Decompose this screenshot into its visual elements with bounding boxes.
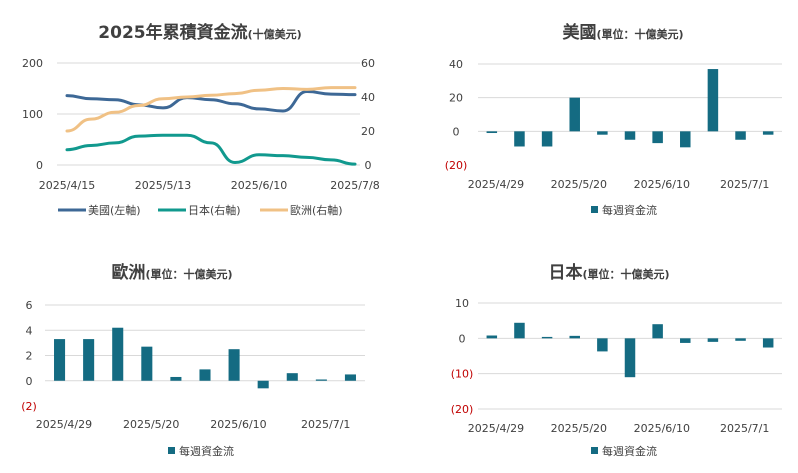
svg-text:歐洲(單位：十億美元): 歐洲(單位：十億美元) xyxy=(111,262,232,283)
svg-text:日本(單位：十億美元): 日本(單位：十億美元) xyxy=(548,262,669,283)
bar xyxy=(83,339,95,381)
left-axis-tick: 200 xyxy=(22,57,43,70)
legend-label: 歐洲(右軸) xyxy=(290,203,343,217)
left-axis-tick: 100 xyxy=(22,108,43,121)
bar xyxy=(735,131,746,140)
svg-text:美國(單位：十億美元): 美國(單位：十億美元) xyxy=(562,22,683,43)
legend-label: 日本(右軸) xyxy=(188,203,241,217)
bar xyxy=(735,338,746,341)
y-axis-tick: 40 xyxy=(449,58,463,71)
y-axis-tick: 4 xyxy=(26,324,33,337)
x-axis-tick: 2025/6/10 xyxy=(634,178,690,191)
bar xyxy=(569,97,580,132)
y-axis-tick: 2 xyxy=(26,350,33,363)
legend-label: 每週資金流 xyxy=(602,203,657,217)
chart-title: 歐洲(單位：十億美元) xyxy=(111,262,232,283)
bar xyxy=(707,338,719,342)
y-axis-tick: (20) xyxy=(445,159,468,172)
chart-title-main: 2025年累積資金流 xyxy=(98,22,247,43)
x-axis-tick: 2025/6/10 xyxy=(634,422,690,435)
y-axis-tick: 0 xyxy=(26,375,33,388)
bar xyxy=(315,379,327,381)
bar xyxy=(597,131,608,135)
bar xyxy=(170,376,182,381)
left-axis-tick: 0 xyxy=(36,159,43,172)
y-axis-tick: 0 xyxy=(459,332,466,345)
legend-swatch xyxy=(591,206,598,213)
right-axis-tick: 20 xyxy=(361,125,375,138)
bar xyxy=(680,131,691,148)
y-axis-tick: (2) xyxy=(21,400,37,413)
bar xyxy=(257,380,269,389)
series-line xyxy=(65,133,357,166)
bar xyxy=(652,324,663,339)
chart-title-unit: (單位：十億美元) xyxy=(582,267,669,281)
bar xyxy=(762,131,774,135)
bar xyxy=(199,369,211,381)
bar xyxy=(344,374,356,381)
legend-swatch xyxy=(168,447,175,454)
x-axis-tick: 2025/4/29 xyxy=(468,178,524,191)
chart-title-unit: (單位：十億美元) xyxy=(596,27,683,41)
bar xyxy=(54,339,66,381)
y-axis-tick: 20 xyxy=(449,92,463,105)
x-axis-tick: 2025/7/1 xyxy=(720,178,769,191)
right-axis-tick: 40 xyxy=(361,91,375,104)
bar xyxy=(112,327,124,381)
y-axis-tick: (10) xyxy=(451,368,474,381)
bar xyxy=(514,322,525,339)
x-axis-tick: 2025/6/10 xyxy=(231,179,287,192)
chart-title-unit: (十億美元) xyxy=(248,27,302,41)
bar xyxy=(541,131,553,147)
x-axis-tick: 2025/5/13 xyxy=(135,179,191,192)
x-axis-tick: 2025/6/10 xyxy=(210,418,266,431)
bar xyxy=(652,131,663,144)
bar xyxy=(286,373,298,381)
legend-label: 美國(左軸) xyxy=(88,203,141,217)
bar xyxy=(624,338,636,378)
x-axis-tick: 2025/7/8 xyxy=(330,179,379,192)
bar xyxy=(486,335,498,339)
chart-title-main: 日本 xyxy=(548,262,582,283)
y-axis-tick: 10 xyxy=(455,297,469,310)
x-axis-tick: 2025/5/20 xyxy=(123,418,179,431)
chart-title-main: 歐洲 xyxy=(111,262,145,283)
y-axis-tick: 6 xyxy=(26,299,33,312)
series-line xyxy=(65,90,357,113)
chart-title-unit: (單位：十億美元) xyxy=(145,267,232,281)
legend-swatch xyxy=(591,447,598,454)
bar xyxy=(141,346,153,381)
bar xyxy=(514,131,525,147)
x-axis-tick: 2025/4/15 xyxy=(39,179,95,192)
x-axis-tick: 2025/7/1 xyxy=(720,422,769,435)
y-axis-tick: (20) xyxy=(451,403,474,416)
bar xyxy=(597,338,608,352)
bar xyxy=(707,69,719,132)
chart-title-main: 美國 xyxy=(562,22,596,43)
legend-label: 每週資金流 xyxy=(602,444,657,458)
chart-title: 日本(單位：十億美元) xyxy=(548,262,669,283)
chart-title: 2025年累積資金流(十億美元) xyxy=(98,22,301,43)
bar xyxy=(762,338,774,348)
x-axis-tick: 2025/5/20 xyxy=(551,178,607,191)
bar xyxy=(541,336,553,339)
series-line xyxy=(65,86,357,133)
x-axis-tick: 2025/4/29 xyxy=(36,418,92,431)
bar xyxy=(624,131,636,140)
x-axis-tick: 2025/4/29 xyxy=(468,422,524,435)
svg-text:2025年累積資金流(十億美元): 2025年累積資金流(十億美元) xyxy=(98,22,301,43)
x-axis-tick: 2025/7/1 xyxy=(301,418,350,431)
bar xyxy=(680,338,691,343)
x-axis-tick: 2025/5/20 xyxy=(551,422,607,435)
right-axis-tick: 60 xyxy=(361,57,375,70)
chart-title: 美國(單位：十億美元) xyxy=(562,22,683,43)
bar xyxy=(228,349,240,381)
bar xyxy=(569,335,580,339)
legend-label: 每週資金流 xyxy=(179,444,234,458)
right-axis-tick: 0 xyxy=(365,159,372,172)
y-axis-tick: 0 xyxy=(453,125,460,138)
bar xyxy=(486,131,498,134)
